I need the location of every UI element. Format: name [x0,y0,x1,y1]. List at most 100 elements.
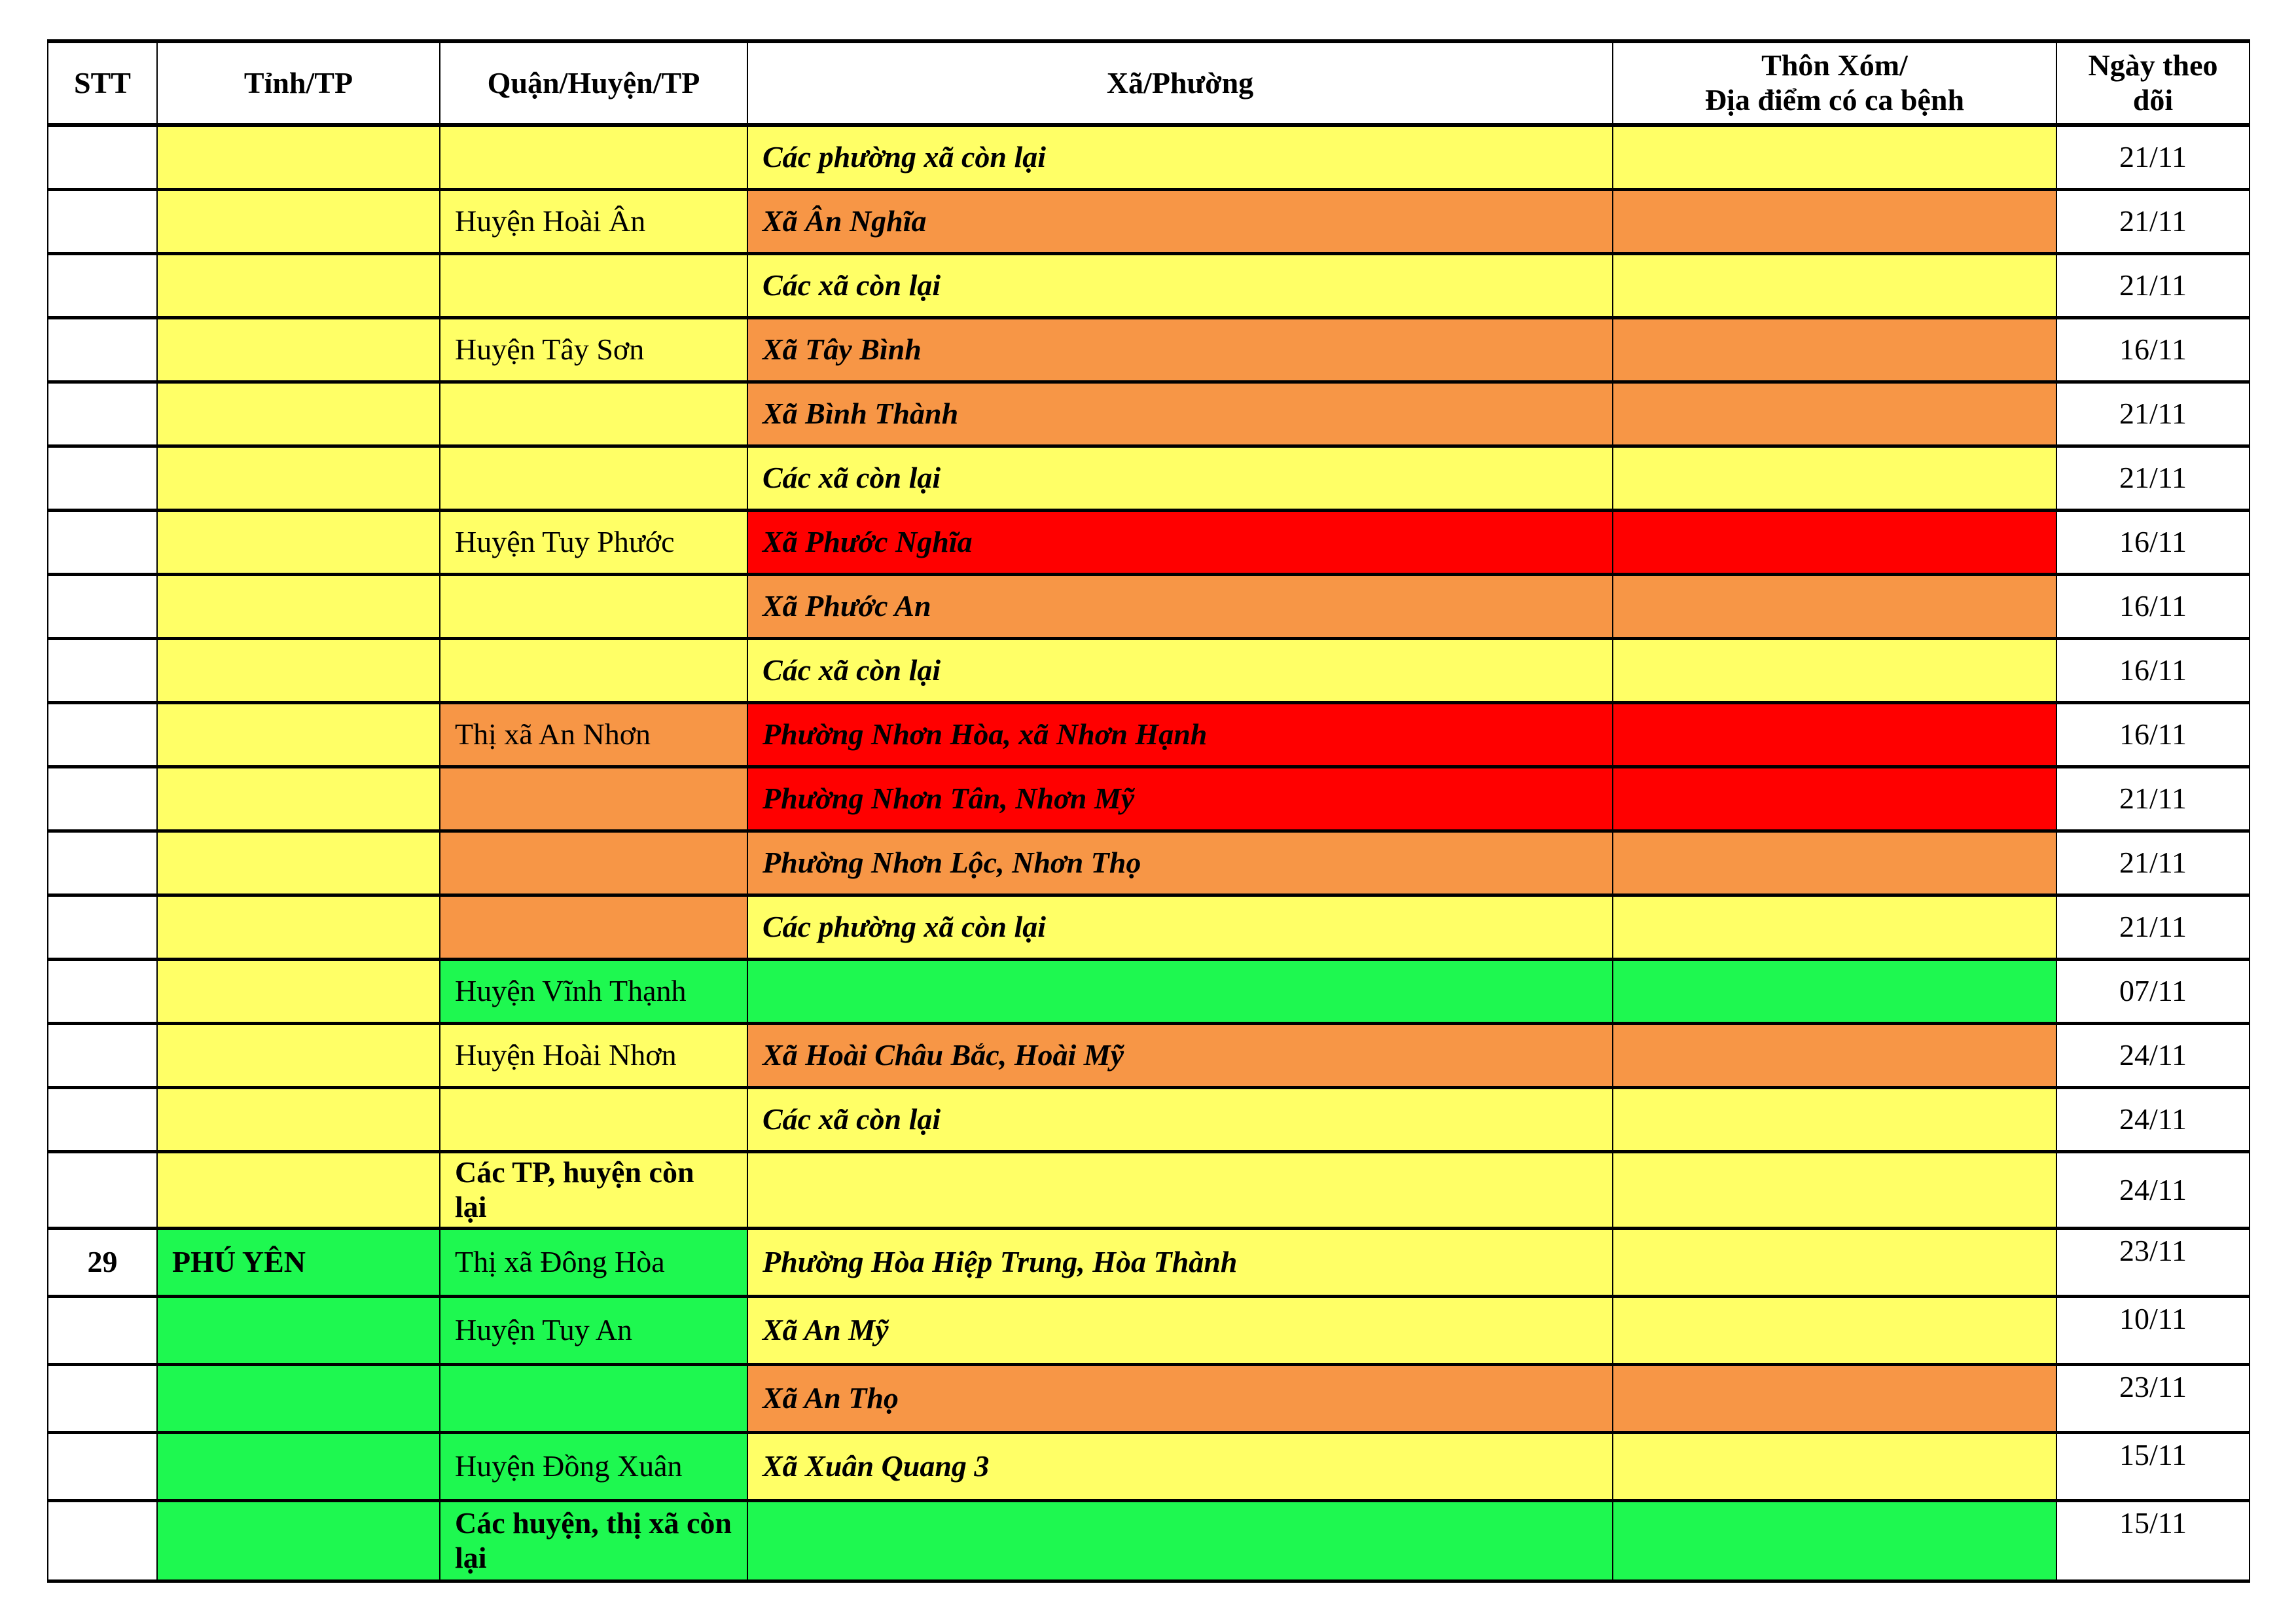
district-cell [439,638,748,704]
table-row: Các phường xã còn lại 21/11 [47,894,2250,961]
stt-cell [47,124,158,191]
district-cell: Huyện Hoài Nhơn [439,1022,748,1089]
province-cell [156,958,440,1025]
table-row: Huyện Tuy An Xã An Mỹ 10/11 [47,1295,2250,1366]
stt-cell [47,253,158,319]
commune-cell: Phường Nhơn Tân, Nhơn Mỹ [747,766,1613,833]
date-cell: 16/11 [2056,573,2250,640]
table-row: Huyện Hoài Ân Xã Ân Nghĩa 21/11 [47,189,2250,255]
commune-cell: Xã Phước An [747,573,1613,640]
table-row: Xã Bình Thành 21/11 [47,381,2250,448]
stt-cell [47,1432,158,1502]
province-cell [156,1022,440,1089]
commune-cell: Các xã còn lại [747,1087,1613,1153]
date-cell: 16/11 [2056,317,2250,384]
province-cell [156,1500,440,1583]
date-cell: 23/11 [2056,1227,2250,1298]
hamlet-cell [1612,766,2057,833]
district-cell [439,766,748,833]
hamlet-cell [1612,894,2057,961]
table-row: Huyện Hoài Nhơn Xã Hoài Châu Bắc, Hoài Mỹ… [47,1022,2250,1089]
commune-cell: Các xã còn lại [747,445,1613,512]
header-date: Ngày theo dõi [2056,39,2250,127]
stt-cell [47,509,158,576]
stt-cell [47,894,158,961]
table-row: Các huyện, thị xã còn lại 15/11 [47,1500,2250,1583]
table-row: Huyện Vĩnh Thạnh 07/11 [47,958,2250,1025]
date-cell: 21/11 [2056,445,2250,512]
date-cell: 21/11 [2056,830,2250,897]
date-cell: 10/11 [2056,1295,2250,1366]
commune-cell [747,958,1613,1025]
commune-cell: Xã Tây Bình [747,317,1613,384]
table-row: 29 PHÚ YÊN Thị xã Đông Hòa Phường Hòa Hiệp … [47,1227,2250,1298]
stt-cell: 29 [47,1227,158,1298]
province-cell [156,509,440,576]
hamlet-cell [1612,253,2057,319]
commune-cell [747,1151,1613,1230]
date-cell: 21/11 [2056,766,2250,833]
date-cell: 21/11 [2056,253,2250,319]
province-cell [156,317,440,384]
province-cell [156,894,440,961]
province-cell [156,702,440,768]
date-cell: 21/11 [2056,189,2250,255]
date-cell: 21/11 [2056,124,2250,191]
stt-cell [47,445,158,512]
stt-cell [47,958,158,1025]
table-row: Các xã còn lại 21/11 [47,253,2250,319]
table-row: Xã Phước An 16/11 [47,573,2250,640]
stt-cell [47,1295,158,1366]
district-cell: Huyện Vĩnh Thạnh [439,958,748,1025]
hamlet-cell [1612,830,2057,897]
table-body: Các phường xã còn lại 21/11 Huyện Hoài Ân X… [47,124,2250,1583]
date-cell: 21/11 [2056,381,2250,448]
table-row: Phường Nhơn Tân, Nhơn Mỹ 21/11 [47,766,2250,833]
date-cell: 15/11 [2056,1432,2250,1502]
district-cell: Huyện Tây Sơn [439,317,748,384]
province-cell [156,1087,440,1153]
province-cell [156,573,440,640]
district-cell: Thị xã An Nhơn [439,702,748,768]
province-cell [156,189,440,255]
date-cell: 07/11 [2056,958,2250,1025]
table-row: Các xã còn lại 16/11 [47,638,2250,704]
table-row: Phường Nhơn Lộc, Nhơn Thọ 21/11 [47,830,2250,897]
commune-cell: Xã Phước Nghĩa [747,509,1613,576]
hamlet-cell [1612,1227,2057,1298]
table-row: Các TP, huyện còn lại 24/11 [47,1151,2250,1230]
district-cell [439,445,748,512]
date-cell: 16/11 [2056,702,2250,768]
hamlet-cell [1612,1363,2057,1434]
hamlet-cell [1612,638,2057,704]
hamlet-cell [1612,1295,2057,1366]
hamlet-cell [1612,1151,2057,1230]
district-cell [439,830,748,897]
province-cell [156,830,440,897]
date-cell: 24/11 [2056,1022,2250,1089]
province-cell [156,638,440,704]
stt-cell [47,381,158,448]
commune-cell: Xã An Mỹ [747,1295,1613,1366]
tracking-table: STT Tỉnh/TP Quận/Huyện/TP Xã/Phường Thôn… [47,39,2250,1583]
header-stt: STT [47,39,158,127]
commune-cell: Phường Nhơn Hòa, xã Nhơn Hạnh [747,702,1613,768]
district-cell [439,124,748,191]
header-province: Tỉnh/TP [156,39,440,127]
date-cell: 21/11 [2056,894,2250,961]
district-cell [439,1087,748,1153]
table-row: Các xã còn lại 21/11 [47,445,2250,512]
hamlet-cell [1612,317,2057,384]
stt-cell [47,573,158,640]
hamlet-cell [1612,509,2057,576]
commune-cell: Các xã còn lại [747,253,1613,319]
district-cell: Huyện Tuy Phước [439,509,748,576]
stt-cell [47,1500,158,1583]
table-row: Huyện Tây Sơn Xã Tây Bình 16/11 [47,317,2250,384]
table-row: Huyện Tuy Phước Xã Phước Nghĩa 16/11 [47,509,2250,576]
stt-cell [47,638,158,704]
province-cell [156,445,440,512]
district-cell: Huyện Hoài Ân [439,189,748,255]
province-cell [156,253,440,319]
stt-cell [47,1022,158,1089]
